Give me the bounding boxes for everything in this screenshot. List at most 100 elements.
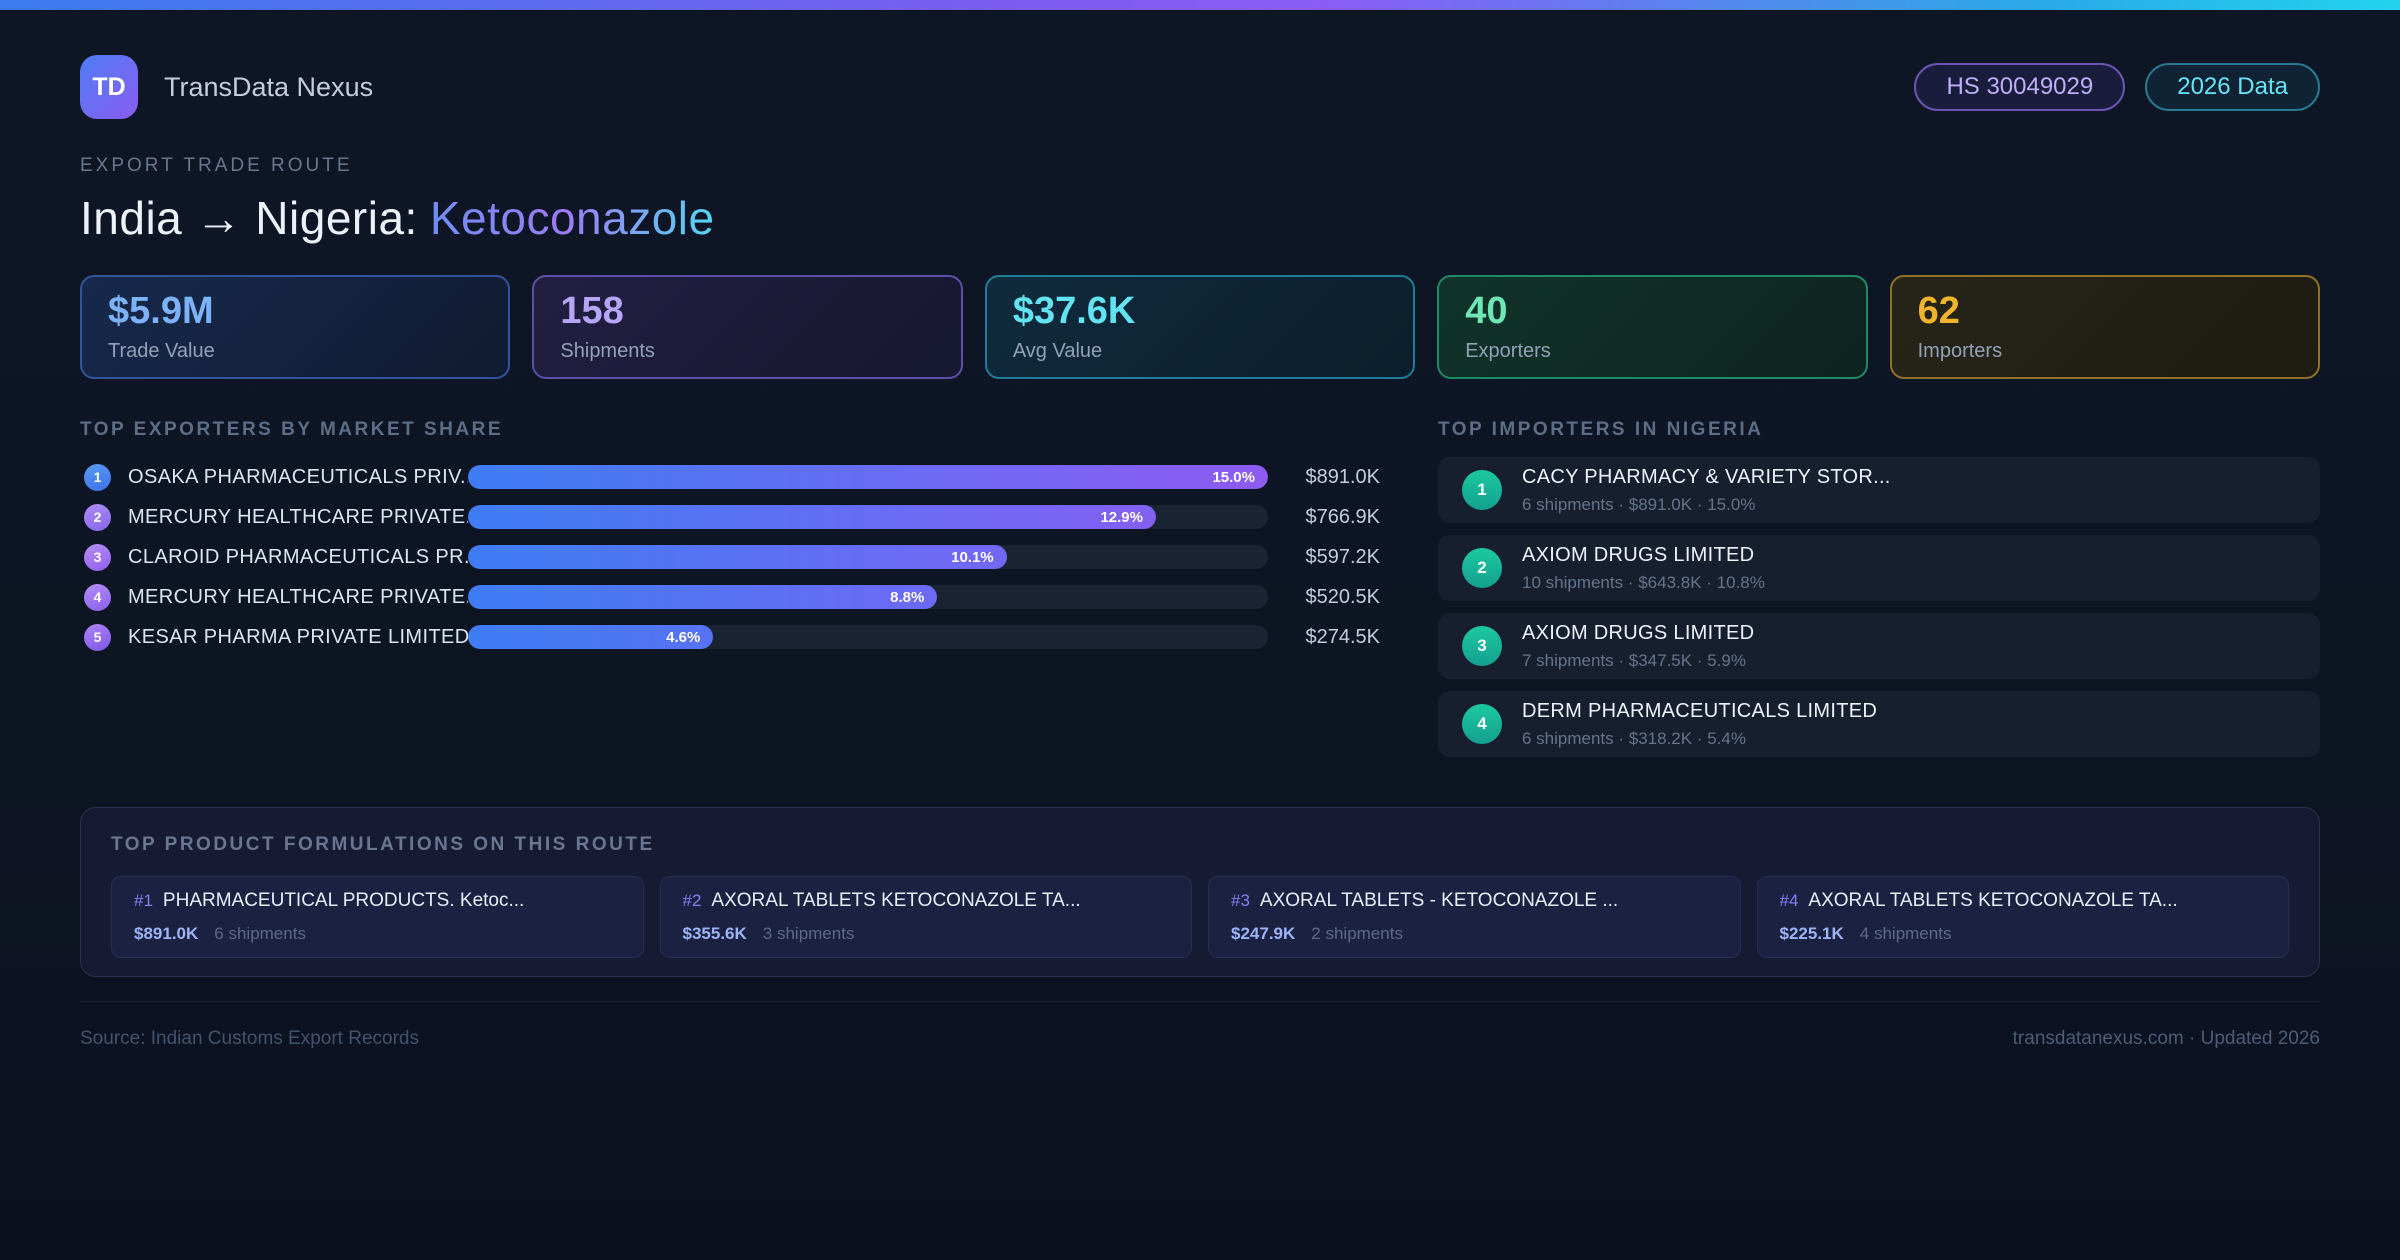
stat-label: Importers: [1917, 339, 2003, 362]
products-panel: TOP PRODUCT FORMULATIONS ON THIS ROUTE #…: [80, 807, 2320, 977]
importer-card[interactable]: 1 CACY PHARMACY & VARIETY STOR... 6 shipme…: [1438, 457, 2320, 523]
exporters-heading: TOP EXPORTERS BY MARKET SHARE: [80, 419, 504, 440]
product-shipments: 2 shipments: [1311, 924, 1403, 943]
hs-code-badge[interactable]: HS 30049029: [1914, 63, 2126, 111]
market-share-bar-fill: 10.1%: [468, 545, 1007, 569]
product-name: AXORAL TABLETS - KETOCONAZOLE ...: [1259, 890, 1619, 911]
market-share-bar-fill: 12.9%: [468, 505, 1156, 529]
exporter-value: $597.2K: [1305, 545, 1380, 568]
accent-topbar: [0, 0, 2400, 10]
stat-label: Shipments: [560, 339, 655, 362]
product-card[interactable]: #2 AXORAL TABLETS KETOCONAZOLE TA... $355.…: [659, 876, 1192, 958]
rank-badge: 3: [84, 543, 111, 571]
importer-name: CACY PHARMACY & VARIETY STOR...: [1522, 465, 1891, 488]
market-share-bar-fill: 4.6%: [468, 625, 714, 649]
product-name: AXORAL TABLETS KETOCONAZOLE TA...: [711, 890, 1081, 911]
importer-text: CACY PHARMACY & VARIETY STOR... 6 shipmen…: [1522, 466, 1891, 515]
brand: TD TransData Nexus: [80, 55, 373, 119]
market-share-bar-track: 12.9%: [468, 505, 1268, 529]
stat-value: 40: [1465, 289, 1508, 332]
share-percentage-label: 12.9%: [1100, 508, 1143, 526]
eyebrow-label: EXPORT TRADE ROUTE: [80, 155, 353, 176]
products-heading: TOP PRODUCT FORMULATIONS ON THIS ROUTE: [111, 834, 655, 855]
exporter-name: MERCURY HEALTHCARE PRIVATE...: [128, 585, 468, 608]
importer-text: DERM PHARMACEUTICALS LIMITED 6 shipments …: [1522, 700, 1877, 749]
product-value: $355.6K: [682, 924, 747, 943]
stat-value: 62: [1917, 289, 1960, 332]
product-shipments: 6 shipments: [214, 924, 306, 943]
product-card[interactable]: #3 AXORAL TABLETS - KETOCONAZOLE ... $247.…: [1208, 876, 1741, 958]
rank-badge: 2: [1462, 548, 1502, 588]
market-share-bar-fill: 15.0%: [468, 465, 1268, 489]
stat-card-exporters: 40 Exporters: [1437, 275, 1868, 379]
stat-label: Trade Value: [108, 339, 215, 362]
product-shipments: 3 shipments: [762, 924, 855, 943]
importer-card[interactable]: 3 AXIOM DRUGS LIMITED 7 shipments · $347.5…: [1438, 613, 2320, 679]
rank-badge: 3: [1462, 626, 1502, 666]
product-value: $225.1K: [1779, 924, 1844, 943]
exporter-name: KESAR PHARMA PRIVATE LIMITED: [128, 625, 468, 648]
exporter-row[interactable]: 4 MERCURY HEALTHCARE PRIVATE... 8.8% $520.5…: [80, 577, 1380, 617]
importers-section: TOP IMPORTERS IN NIGERIA 1 CACY PHARMACY …: [1438, 419, 2320, 769]
products-list: #1 PHARMACEUTICAL PRODUCTS. Ketoc... $891.…: [111, 876, 2289, 958]
product-card[interactable]: #4 AXORAL TABLETS KETOCONAZOLE TA... $225.…: [1756, 876, 2289, 958]
stat-value: 158: [560, 289, 624, 332]
product-rank: #2: [682, 891, 702, 910]
product-card[interactable]: #1 PHARMACEUTICAL PRODUCTS. Ketoc... $891.…: [111, 876, 644, 958]
importer-card[interactable]: 2 AXIOM DRUGS LIMITED 10 shipments · $643.…: [1438, 535, 2320, 601]
page-title: India → Nigeria: Ketoconazole: [80, 191, 2320, 245]
stats-row: $5.9M Trade Value 158 Shipments $37.6K Avg Va…: [80, 275, 2321, 379]
product-title-row: #2 AXORAL TABLETS KETOCONAZOLE TA...: [683, 890, 1170, 912]
exporter-row[interactable]: 5 KESAR PHARMA PRIVATE LIMITED 4.6% $274.5K: [80, 617, 1380, 657]
importer-meta: 10 shipments · $643.8K · 10.8%: [1522, 572, 1765, 592]
product-shipments: 4 shipments: [1859, 924, 1952, 943]
product-value: $247.9K: [1231, 924, 1296, 943]
stat-value: $37.6K: [1012, 289, 1136, 332]
source-note: Source: Indian Customs Export Records: [80, 1028, 419, 1049]
importer-meta: 6 shipments · $318.2K · 5.4%: [1522, 728, 1746, 748]
stat-label: Exporters: [1465, 339, 1551, 362]
importer-name: AXIOM DRUGS LIMITED: [1522, 543, 1755, 566]
main-content: TOP EXPORTERS BY MARKET SHARE 1 OSAKA PHA…: [80, 419, 2320, 769]
product-meta-row: $891.0K 6 shipments: [134, 924, 621, 944]
importers-heading: TOP IMPORTERS IN NIGERIA: [1438, 419, 1764, 440]
product-rank: #1: [134, 891, 153, 910]
site-note: transdatanexus.com · Updated 2026: [2012, 1028, 2320, 1049]
importer-card[interactable]: 4 DERM PHARMACEUTICALS LIMITED 6 shipments…: [1438, 691, 2320, 757]
product-meta-row: $225.1K 4 shipments: [1780, 924, 2267, 944]
stat-label: Avg Value: [1012, 339, 1103, 362]
stat-card-shipments: 158 Shipments: [532, 275, 963, 379]
share-percentage-label: 8.8%: [890, 588, 925, 606]
rank-badge: 1: [84, 463, 111, 491]
product-meta-row: $247.9K 2 shipments: [1231, 924, 1718, 944]
rank-badge: 4: [1462, 704, 1502, 744]
exporter-name: MERCURY HEALTHCARE PRIVATE...: [128, 505, 468, 528]
product-meta-row: $355.6K 3 shipments: [683, 924, 1170, 944]
product-name: PHARMACEUTICAL PRODUCTS. Ketoc...: [162, 890, 525, 911]
share-percentage-label: 15.0%: [1212, 468, 1255, 486]
market-share-bar-track: 10.1%: [468, 545, 1268, 569]
exporter-row[interactable]: 1 OSAKA PHARMACEUTICALS PRIV... 15.0% $891.…: [80, 457, 1380, 497]
exporter-value: $520.5K: [1305, 585, 1380, 608]
product-title-row: #3 AXORAL TABLETS - KETOCONAZOLE ...: [1231, 890, 1718, 912]
exporter-value: $891.0K: [1305, 465, 1380, 488]
header: TD TransData Nexus HS 30049029 2026 Data: [80, 55, 2320, 119]
footer: Source: Indian Customs Export Records tr…: [80, 1001, 2320, 1050]
importer-text: AXIOM DRUGS LIMITED 7 shipments · $347.5K…: [1522, 622, 1754, 671]
product-title-row: #1 PHARMACEUTICAL PRODUCTS. Ketoc...: [134, 890, 621, 912]
exporter-row[interactable]: 2 MERCURY HEALTHCARE PRIVATE... 12.9% $766.…: [80, 497, 1380, 537]
exporter-row[interactable]: 3 CLAROID PHARMACEUTICALS PR... 10.1% $597.…: [80, 537, 1380, 577]
rank-badge: 2: [84, 503, 111, 531]
market-share-bar-track: 15.0%: [468, 465, 1268, 489]
rank-badge: 4: [84, 583, 111, 611]
exporter-name: OSAKA PHARMACEUTICALS PRIV...: [128, 465, 468, 488]
product-name-title: Ketoconazole: [429, 192, 715, 244]
product-rank: #4: [1779, 891, 1799, 910]
importer-name: AXIOM DRUGS LIMITED: [1522, 621, 1755, 644]
importer-meta: 7 shipments · $347.5K · 5.9%: [1522, 650, 1746, 670]
share-percentage-label: 10.1%: [951, 548, 994, 566]
market-share-bar-track: 8.8%: [468, 585, 1268, 609]
stat-card-importers: 62 Importers: [1889, 275, 2321, 379]
product-title-row: #4 AXORAL TABLETS KETOCONAZOLE TA...: [1780, 890, 2267, 912]
year-data-badge[interactable]: 2026 Data: [2145, 63, 2320, 111]
